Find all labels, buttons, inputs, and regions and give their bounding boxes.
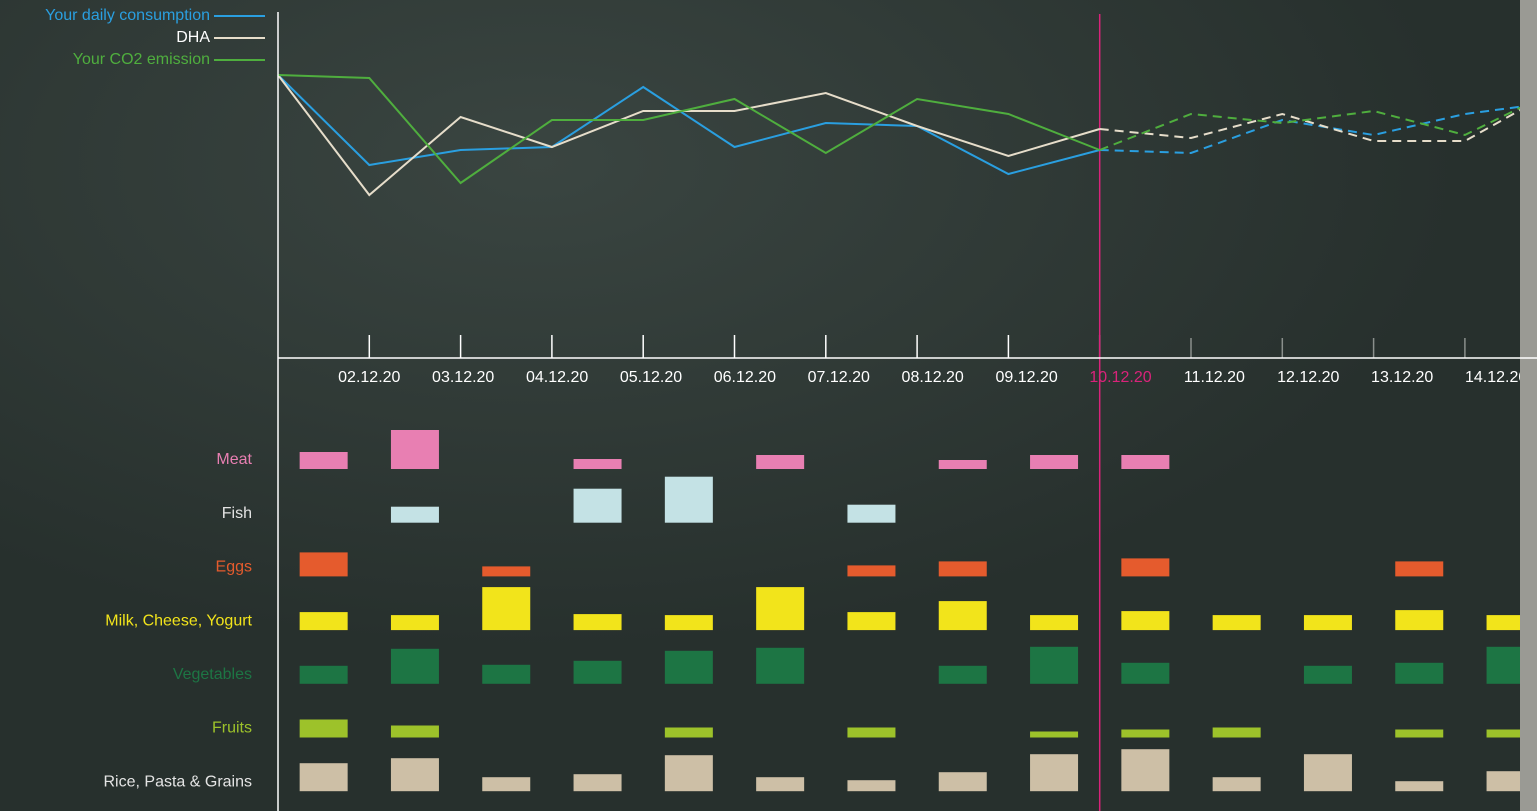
food-bar xyxy=(574,614,622,630)
food-bar xyxy=(1030,754,1078,791)
food-bar xyxy=(1395,561,1443,576)
food-bar xyxy=(1304,754,1352,791)
row-label: Fruits xyxy=(212,720,252,737)
food-bar xyxy=(939,601,987,630)
food-bar xyxy=(1121,455,1169,469)
food-bar xyxy=(847,612,895,630)
food-bar xyxy=(1395,663,1443,684)
legend-label: DHA xyxy=(176,29,210,46)
x-tick-label: 14.12.20 xyxy=(1465,369,1527,386)
x-tick-label: 07.12.20 xyxy=(808,369,870,386)
legend-label: Your CO2 emission xyxy=(73,51,210,68)
food-bar xyxy=(939,772,987,791)
food-bar xyxy=(482,665,530,684)
food-bar xyxy=(574,661,622,684)
food-bar xyxy=(1304,615,1352,630)
row-label: Meat xyxy=(216,451,252,468)
row-label: Milk, Cheese, Yogurt xyxy=(105,612,252,629)
food-bar xyxy=(1395,610,1443,630)
x-tick-label: 04.12.20 xyxy=(526,369,588,386)
row-label: Fish xyxy=(222,505,252,522)
food-bar xyxy=(665,651,713,684)
food-bar xyxy=(1121,558,1169,576)
chart: 02.12.20 03.12.20 04.12.20 05.12.20 06.12.20… xyxy=(0,0,1537,811)
food-bar xyxy=(574,774,622,791)
food-bar xyxy=(574,459,622,469)
food-bar xyxy=(391,507,439,523)
food-bar xyxy=(1304,666,1352,684)
food-bar xyxy=(391,726,439,738)
food-bar xyxy=(300,763,348,791)
food-bar xyxy=(1030,615,1078,630)
x-tick-label: 08.12.20 xyxy=(902,369,964,386)
food-bar xyxy=(1121,611,1169,630)
food-bar xyxy=(391,615,439,630)
food-bar xyxy=(300,452,348,469)
food-bar xyxy=(482,566,530,576)
food-bar xyxy=(939,460,987,469)
side-panel xyxy=(1520,0,1537,811)
food-bar xyxy=(939,561,987,576)
food-bar xyxy=(939,666,987,684)
food-bar xyxy=(1395,730,1443,738)
food-bar xyxy=(665,728,713,738)
food-bar xyxy=(1213,728,1261,738)
food-bar xyxy=(847,780,895,791)
food-bar xyxy=(482,587,530,630)
x-tick-label: 02.12.20 xyxy=(338,369,400,386)
food-bar xyxy=(847,728,895,738)
x-tick-label: 13.12.20 xyxy=(1371,369,1433,386)
food-bar xyxy=(300,552,348,576)
food-bar xyxy=(574,489,622,523)
food-bar xyxy=(847,505,895,523)
food-bar xyxy=(665,615,713,630)
x-tick-label: 10.12.20 xyxy=(1089,369,1151,386)
food-bar xyxy=(1395,781,1443,791)
food-bar xyxy=(300,720,348,738)
legend-label: Your daily consumption xyxy=(45,7,210,24)
x-tick-label: 03.12.20 xyxy=(432,369,494,386)
food-bar xyxy=(300,612,348,630)
x-tick-label: 11.12.20 xyxy=(1184,369,1245,386)
food-bar xyxy=(391,649,439,684)
x-tick-label: 09.12.20 xyxy=(995,369,1057,386)
food-bar xyxy=(1121,663,1169,684)
food-bar xyxy=(1213,615,1261,630)
food-bar xyxy=(756,587,804,630)
food-bar xyxy=(482,777,530,791)
food-bar xyxy=(665,755,713,791)
food-bar xyxy=(1121,730,1169,738)
x-tick-label: 06.12.20 xyxy=(714,369,776,386)
food-bar xyxy=(847,565,895,576)
page: {"chart_data": [ {"type": "line", "categ… xyxy=(0,0,1537,811)
food-bar xyxy=(391,758,439,791)
row-label: Eggs xyxy=(216,559,252,576)
food-bar xyxy=(665,477,713,523)
food-bar xyxy=(756,648,804,684)
x-tick-label: 12.12.20 xyxy=(1277,369,1339,386)
food-bar xyxy=(1030,455,1078,469)
food-bar xyxy=(391,430,439,469)
food-bar xyxy=(1030,647,1078,684)
food-bar xyxy=(1121,749,1169,791)
row-label: Rice, Pasta & Grains xyxy=(104,773,253,790)
food-bar xyxy=(300,666,348,684)
row-label: Vegetables xyxy=(173,666,252,683)
food-bar xyxy=(1213,777,1261,791)
food-bar xyxy=(1030,732,1078,738)
food-bar xyxy=(756,777,804,791)
x-tick-label: 05.12.20 xyxy=(620,369,682,386)
food-bar xyxy=(756,455,804,469)
